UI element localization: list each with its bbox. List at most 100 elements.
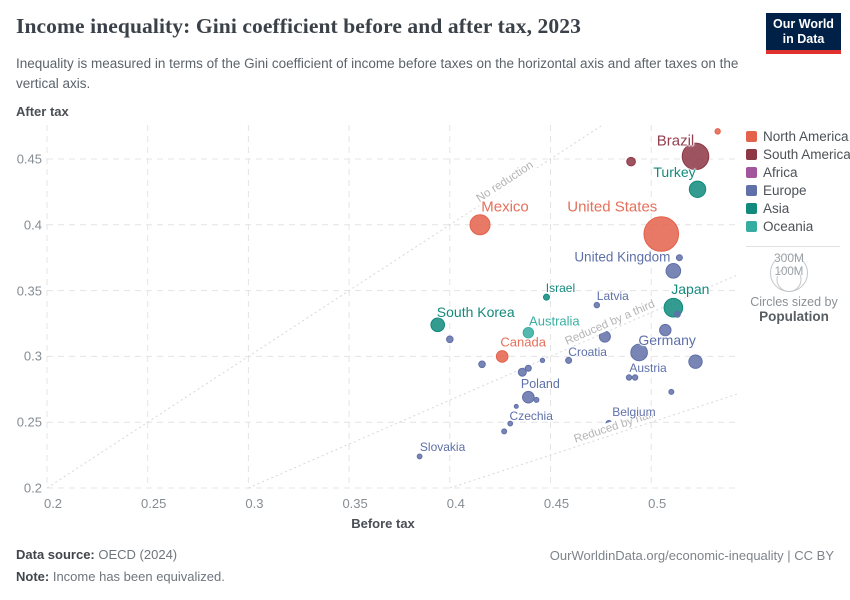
y-tick-label: 0.2	[23, 480, 42, 496]
reference-line-reduced-by-a-third	[248, 274, 738, 489]
x-tick-label: 0.25	[141, 496, 167, 511]
data-point[interactable]	[673, 310, 681, 318]
point-germany[interactable]	[630, 343, 648, 362]
reference-line-reduced-by-half	[449, 393, 738, 489]
size-legend-caption: Circles sized by	[750, 295, 838, 309]
point-poland[interactable]	[522, 390, 535, 404]
legend-swatch-europe	[746, 184, 757, 196]
legend-item-north-america[interactable]: North America	[746, 127, 850, 145]
footer-note: Note: Income has been equivalized.	[16, 569, 225, 584]
point-austria[interactable]	[625, 374, 633, 381]
y-tick-label: 0.35	[16, 283, 42, 299]
point-slovakia[interactable]	[416, 453, 423, 460]
country-label-belgium[interactable]: Belgium	[612, 404, 656, 419]
x-tick-label: 0.3	[245, 496, 264, 511]
point-brazil[interactable]	[681, 142, 710, 171]
country-label-south-korea[interactable]: South Korea	[436, 303, 515, 320]
point-latvia[interactable]	[593, 301, 601, 309]
country-label-germany[interactable]: Germany	[638, 332, 696, 349]
legend-label: Africa	[763, 164, 798, 180]
data-point[interactable]	[668, 388, 675, 395]
x-tick-label: 0.45	[543, 496, 570, 511]
data-point[interactable]	[714, 128, 721, 135]
legend-item-europe[interactable]: Europe	[746, 181, 850, 199]
country-label-israel[interactable]: Israel	[545, 281, 576, 296]
footer-data-source: Data source: OECD (2024)	[16, 547, 177, 562]
country-label-poland[interactable]: Poland	[520, 377, 560, 392]
note-value: Income has been equivalized.	[52, 569, 225, 584]
data-point[interactable]	[501, 428, 508, 435]
point-israel[interactable]	[542, 293, 550, 301]
x-tick-label: 0.35	[342, 496, 368, 511]
point-mexico[interactable]	[469, 214, 491, 236]
legend-label: Europe	[763, 182, 807, 198]
legend-swatch-oceania	[746, 220, 757, 232]
owid-logo-line2: in Data	[782, 31, 825, 46]
point-czechia[interactable]	[507, 420, 514, 427]
point-croatia[interactable]	[565, 356, 573, 364]
legend-label: Asia	[763, 200, 790, 216]
country-label-united-states[interactable]: United States	[567, 198, 658, 216]
data-point[interactable]	[478, 360, 486, 369]
country-label-brazil[interactable]: Brazil	[656, 132, 695, 150]
data-point[interactable]	[539, 357, 546, 364]
owid-logo-red-bar	[766, 50, 841, 54]
x-tick-label: 0.2	[43, 496, 63, 511]
data-point[interactable]	[513, 403, 519, 409]
data-point[interactable]	[631, 374, 639, 381]
data-point[interactable]	[659, 323, 672, 337]
legend-item-africa[interactable]: Africa	[746, 163, 850, 181]
point-canada[interactable]	[495, 350, 509, 363]
country-label-canada[interactable]: Canada	[500, 334, 546, 350]
country-label-australia[interactable]: Australia	[529, 313, 580, 329]
data-point[interactable]	[675, 254, 683, 262]
size-legend-caption-population: Population	[759, 309, 829, 324]
y-axis-title: After tax	[16, 104, 69, 119]
country-label-croatia[interactable]: Croatia	[568, 345, 607, 360]
legend-label: South America	[763, 146, 850, 162]
country-label-czechia[interactable]: Czechia	[509, 408, 553, 423]
y-tick-label: 0.3	[23, 348, 42, 364]
country-label-austria[interactable]: Austria	[629, 361, 667, 376]
legend-item-oceania[interactable]: Oceania	[746, 217, 850, 235]
legend-label: Oceania	[763, 218, 814, 234]
data-point[interactable]	[533, 396, 540, 403]
page-title: Income inequality: Gini coefficient befo…	[16, 14, 581, 38]
region-legend: North America South America Africa Europe As…	[746, 127, 850, 235]
legend-swatch-africa	[746, 166, 757, 178]
data-point[interactable]	[524, 364, 532, 372]
country-label-turkey[interactable]: Turkey	[653, 164, 696, 181]
size-legend-inner-label: 100M	[774, 266, 804, 278]
reference-line-no-reduction	[46, 124, 603, 489]
legend-item-south-america[interactable]: South America	[746, 145, 850, 163]
owid-url-link[interactable]: OurWorldinData.org/economic-inequality |…	[549, 548, 834, 563]
legend-swatch-north-america	[746, 130, 757, 142]
data-point[interactable]	[688, 354, 703, 369]
country-label-latvia[interactable]: Latvia	[596, 289, 629, 304]
country-label-united-kingdom[interactable]: United Kingdom	[574, 249, 671, 265]
country-label-slovakia[interactable]: Slovakia	[419, 440, 466, 455]
data-source-label: Data source:	[16, 547, 95, 562]
owid-logo-box: Our World in Data	[766, 13, 841, 50]
data-source-value: OECD (2024)	[98, 547, 178, 562]
point-united-kingdom[interactable]	[665, 263, 682, 279]
country-label-japan[interactable]: Japan	[671, 280, 710, 297]
data-point[interactable]	[517, 367, 527, 377]
point-turkey[interactable]	[688, 180, 707, 198]
size-legend-outer-label: 300M	[773, 251, 805, 265]
owid-logo-line1: Our World	[773, 17, 834, 32]
data-point[interactable]	[446, 335, 454, 344]
data-point[interactable]	[626, 156, 636, 167]
point-south-korea[interactable]	[430, 317, 446, 333]
chart-subtitle: Inequality is measured in terms of the G…	[16, 56, 739, 92]
point-australia[interactable]	[522, 327, 535, 339]
owid-logo: Our World in Data	[766, 13, 841, 54]
x-tick-label: 0.4	[446, 496, 465, 511]
y-tick-label: 0.4	[23, 217, 42, 233]
chart-canvas	[46, 124, 738, 489]
country-label-mexico[interactable]: Mexico	[481, 198, 529, 216]
point-united-states[interactable]	[643, 216, 680, 252]
size-legend-circles	[770, 254, 808, 292]
legend-item-asia[interactable]: Asia	[746, 199, 850, 217]
x-tick-label: 0.5	[648, 496, 667, 511]
